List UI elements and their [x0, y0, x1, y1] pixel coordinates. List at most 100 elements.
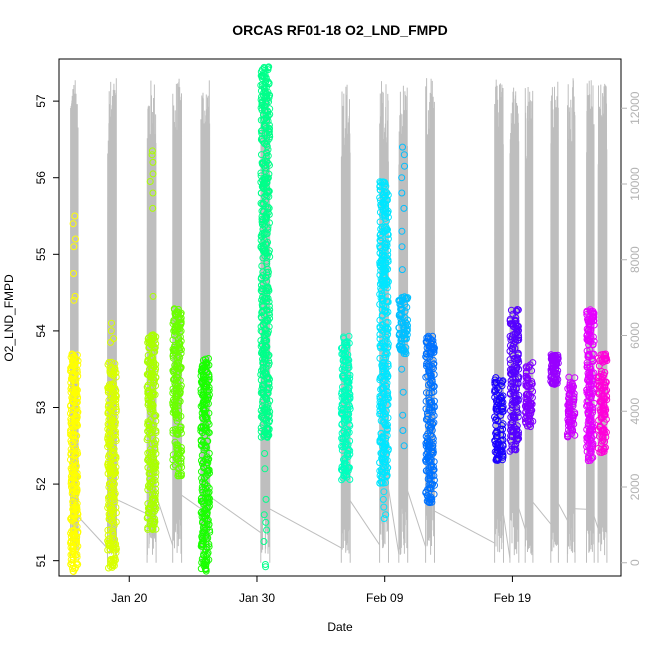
series-rf15 [563, 373, 579, 441]
data-point [261, 405, 269, 413]
data-point [71, 465, 79, 473]
data-point [529, 417, 537, 425]
data-point [586, 363, 594, 371]
data-point [398, 243, 406, 251]
data-point [342, 471, 350, 479]
data-point [67, 538, 75, 546]
data-point [376, 186, 384, 194]
data-point [527, 402, 535, 410]
data-point [69, 565, 76, 572]
data-point [399, 427, 407, 434]
data-point [258, 135, 266, 143]
data-point [548, 354, 555, 362]
data-point [150, 412, 158, 420]
data-point [376, 459, 384, 467]
data-point [400, 151, 408, 159]
data-point [151, 518, 159, 526]
data-point [204, 517, 211, 525]
data-point [198, 474, 206, 482]
data-point [152, 525, 160, 533]
data-point [260, 511, 268, 519]
data-point [346, 476, 354, 483]
data-point [345, 387, 353, 395]
data-point [403, 326, 411, 334]
x-tick-label: Jan 30 [239, 591, 275, 605]
data-point [424, 475, 432, 483]
data-point [429, 344, 437, 352]
data-point [427, 424, 435, 432]
data-point [599, 410, 607, 418]
data-point [426, 369, 434, 377]
data-point [148, 349, 156, 357]
data-point [263, 284, 271, 292]
data-point [584, 411, 592, 419]
data-point [506, 436, 514, 444]
data-point [169, 426, 177, 434]
data-point [263, 526, 271, 534]
data-point [262, 417, 270, 425]
series-rf06 [257, 63, 274, 571]
data-point [379, 434, 387, 442]
data-point [70, 270, 77, 277]
data-point [261, 561, 269, 568]
x-tick-label: Feb 09 [366, 591, 404, 605]
data-point [67, 445, 75, 453]
data-point [383, 278, 391, 286]
data-point [428, 376, 436, 384]
data-point [171, 405, 179, 413]
data-point [495, 397, 503, 405]
data-point [514, 336, 522, 344]
y-tick-label: 51 [34, 554, 48, 568]
data-point [597, 408, 605, 416]
data-point [344, 393, 352, 401]
data-point [378, 227, 386, 235]
data-point [262, 337, 269, 345]
data-point [108, 358, 115, 366]
data-point [259, 398, 267, 406]
data-point [523, 390, 531, 398]
data-point [428, 433, 436, 441]
series-rf04 [169, 305, 186, 480]
data-point [152, 469, 160, 476]
data-point [548, 358, 556, 366]
data-point [104, 526, 112, 534]
data-point [70, 296, 78, 304]
data-point [584, 422, 592, 430]
data-point [198, 457, 205, 465]
data-point [513, 396, 520, 404]
data-point [586, 370, 594, 378]
data-point [73, 404, 81, 412]
data-point [112, 418, 119, 426]
data-point [585, 439, 593, 447]
data-point [265, 94, 273, 102]
data-point [381, 274, 389, 282]
data-point [105, 453, 112, 461]
data-point [344, 451, 352, 459]
data-point [148, 390, 156, 398]
data-point [398, 266, 406, 274]
data-point [427, 349, 435, 357]
data-point [264, 209, 272, 217]
data-point [144, 524, 152, 532]
data-point [423, 350, 431, 358]
data-point [344, 379, 352, 386]
data-point [431, 481, 438, 489]
data-point [73, 395, 81, 403]
data-point [200, 375, 208, 383]
data-point [111, 468, 118, 476]
data-point [384, 230, 391, 238]
data-point [398, 365, 406, 373]
data-point [586, 407, 594, 415]
altitude-connector [532, 501, 552, 525]
data-point [376, 395, 384, 402]
data-point [492, 415, 500, 423]
data-point [152, 489, 160, 497]
data-point [381, 469, 389, 477]
data-point [381, 351, 389, 359]
data-point [376, 194, 384, 202]
data-point [170, 305, 178, 313]
data-point [508, 445, 516, 453]
data-point [146, 178, 154, 185]
data-point [338, 421, 346, 429]
data-point [201, 444, 209, 452]
